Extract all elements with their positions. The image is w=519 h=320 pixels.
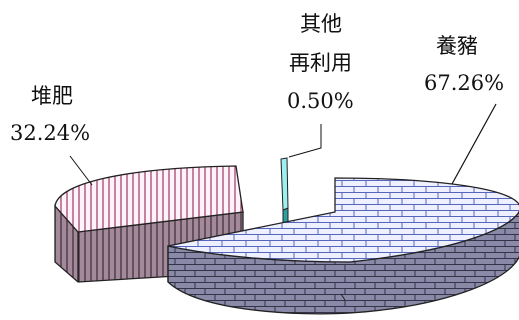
slice-pig-farming: [167, 177, 519, 315]
label-other-line2: 再利用: [289, 51, 352, 75]
leader-line-pig: [451, 103, 497, 185]
slice-other-top: [280, 157, 289, 211]
leader-line-other: [288, 124, 322, 158]
label-other-value: 0.50%: [287, 89, 354, 113]
slice-compost-top: [54, 165, 244, 233]
label-pig-name: 養豬: [436, 34, 478, 58]
label-compost-name: 堆肥: [31, 84, 73, 108]
label-compost-value: 32.24%: [10, 121, 90, 145]
slice-other-reuse: [280, 157, 289, 229]
label-other-line1: 其他: [300, 12, 342, 36]
leader-line-compost: [69, 155, 93, 186]
label-pig-value: 67.26%: [424, 71, 504, 95]
slice-pig-top: [167, 177, 519, 263]
